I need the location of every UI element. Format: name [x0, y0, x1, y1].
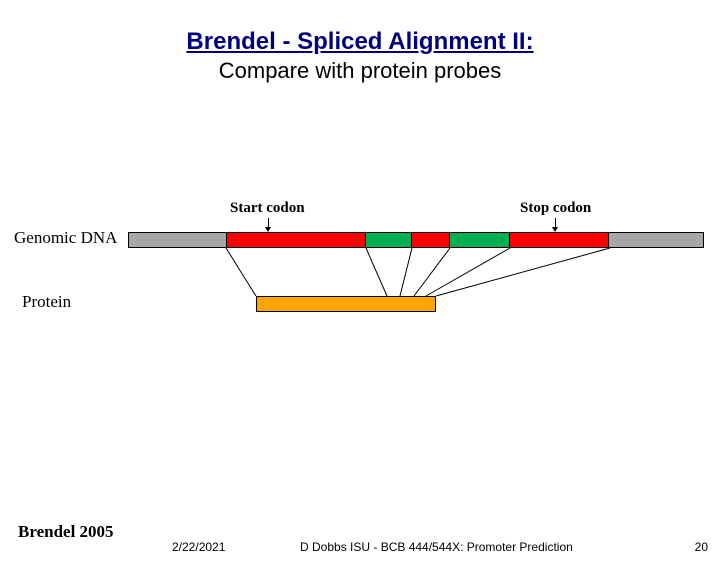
footer-center: D Dobbs ISU - BCB 444/544X: Promoter Pre…: [300, 540, 573, 554]
slide-subtitle: Compare with protein probes: [0, 58, 720, 84]
genomic-segment: [129, 233, 227, 247]
genomic-segment: [366, 233, 412, 247]
footer-date: 2/22/2021: [172, 540, 225, 554]
page-number: 20: [695, 540, 708, 554]
alignment-diagram: Start codon Stop codon Genomic DNA Prote…: [0, 178, 720, 378]
genomic-segment: [450, 233, 510, 247]
alignment-connectors: [0, 178, 720, 378]
protein-track: [256, 296, 436, 312]
genomic-segment: [510, 233, 610, 247]
start-codon-arrow: [268, 218, 269, 228]
stop-codon-arrow: [555, 218, 556, 228]
start-codon-label: Start codon: [230, 200, 305, 217]
credit-text: Brendel 2005: [18, 522, 114, 542]
stop-codon-label: Stop codon: [520, 200, 591, 217]
slide-title: Brendel - Spliced Alignment II:: [0, 28, 720, 56]
genomic-dna-track: [128, 232, 704, 248]
protein-label: Protein: [22, 292, 71, 312]
genomic-segment: [609, 233, 703, 247]
genomic-segment: [412, 233, 450, 247]
genomic-segment: [227, 233, 367, 247]
genomic-dna-label: Genomic DNA: [14, 228, 117, 248]
